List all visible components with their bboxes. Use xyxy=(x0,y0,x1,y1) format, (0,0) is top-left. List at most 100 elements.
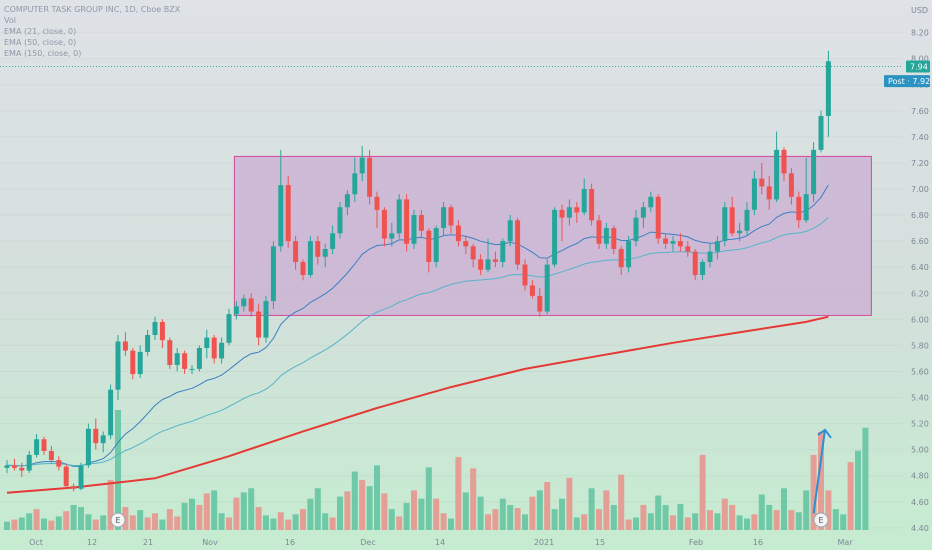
volume-bar-59 xyxy=(440,513,447,530)
volume-bar-29 xyxy=(218,513,225,530)
volume-bar-93 xyxy=(692,513,699,530)
candle-body-46 xyxy=(344,194,350,208)
volume-bar-24 xyxy=(181,502,188,530)
price-tick-17: 4.80 xyxy=(911,472,929,481)
price-tick-3: 7.60 xyxy=(911,107,929,116)
candle-43 xyxy=(322,243,328,268)
volume-bar-75 xyxy=(559,498,565,530)
candle-body-68 xyxy=(507,220,513,242)
volume-bar-22 xyxy=(166,509,173,530)
candle-body-96 xyxy=(714,241,720,252)
candle-body-69 xyxy=(515,220,521,265)
candle-body-75 xyxy=(559,209,565,218)
price-tick-19: 4.40 xyxy=(911,524,929,533)
volume-bar-68 xyxy=(507,504,514,530)
price-tick-7: 6.80 xyxy=(911,211,929,220)
volume-bar-19 xyxy=(144,517,151,530)
volume-bar-25 xyxy=(189,498,195,530)
legend-ema150[interactable]: EMA (150, close, 0) xyxy=(4,49,82,58)
candle-body-64 xyxy=(478,259,484,270)
volume-bar-90 xyxy=(670,515,676,530)
candle-92 xyxy=(685,241,691,257)
candle-86 xyxy=(640,202,646,229)
candle-body-16 xyxy=(122,341,128,351)
volume-bar-71 xyxy=(529,496,536,530)
candle-48 xyxy=(359,145,365,182)
volume-bar-52 xyxy=(388,509,395,530)
candle-105 xyxy=(781,147,787,182)
price-tick-9: 6.40 xyxy=(911,263,929,272)
price-tick-6: 7.00 xyxy=(911,185,929,194)
candle-body-95 xyxy=(707,251,713,262)
legend-ema21[interactable]: EMA (21, close, 0) xyxy=(4,27,77,36)
candle-51 xyxy=(381,207,387,247)
candle-body-26 xyxy=(196,348,202,369)
legend-ema50[interactable]: EMA (50, close, 0) xyxy=(4,38,77,47)
candle-24 xyxy=(182,350,188,375)
volume-bar-115 xyxy=(855,450,861,530)
volume-bar-113 xyxy=(840,514,847,530)
candle-body-82 xyxy=(611,228,617,249)
volume-bar-67 xyxy=(499,498,506,530)
candle-87 xyxy=(648,191,654,213)
candle-body-12 xyxy=(93,428,99,444)
volume-bar-96 xyxy=(714,513,721,530)
candle-body-47 xyxy=(352,173,358,195)
candle-73 xyxy=(544,259,550,315)
candle-27 xyxy=(204,329,210,359)
candle-82 xyxy=(611,225,617,255)
price-axis[interactable]: 8.208.007.807.607.407.207.006.806.606.40… xyxy=(911,29,929,533)
legend-symbol[interactable]: COMPUTER TASK GROUP INC, 1D, Cboe BZX xyxy=(4,5,181,14)
volume-bar-98 xyxy=(729,504,736,530)
candle-body-32 xyxy=(241,298,247,307)
last-price-tag-text: 7.94 xyxy=(910,62,928,71)
volume-bar-55 xyxy=(411,490,417,530)
volume-bar-78 xyxy=(581,514,588,530)
volume-bar-54 xyxy=(403,502,410,530)
volume-trend-arrow xyxy=(812,428,832,514)
candle-55 xyxy=(411,209,417,249)
candle-body-55 xyxy=(411,215,417,244)
legend-volume[interactable]: Vol xyxy=(4,16,16,25)
chart-legend: COMPUTER TASK GROUP INC, 1D, Cboe BZX Vo… xyxy=(4,4,180,59)
volume-bar-111 xyxy=(825,490,832,530)
candle-body-74 xyxy=(552,209,558,265)
volume-bar-65 xyxy=(485,514,491,530)
time-axis[interactable]: Oct 12 21 Nov 16 Dec 14 2021 15 Feb 16 Mar xyxy=(29,538,853,547)
candle-44 xyxy=(330,225,336,255)
ema50-line xyxy=(6,217,829,467)
candle-body-103 xyxy=(766,186,772,200)
candle-71 xyxy=(529,280,535,299)
candle-56 xyxy=(418,209,424,239)
candle-70 xyxy=(522,259,528,291)
candle-body-94 xyxy=(700,261,706,276)
candle-body-31 xyxy=(233,306,239,315)
candle-body-10 xyxy=(78,465,84,489)
candle-108 xyxy=(803,157,809,223)
time-tick-4: 16 xyxy=(285,538,295,547)
volume-bar-2 xyxy=(18,517,25,530)
volume-bar-33 xyxy=(248,488,255,530)
volume-bar-9 xyxy=(70,504,77,530)
volume-bar-35 xyxy=(263,515,269,530)
volume-bar-61 xyxy=(455,456,462,530)
volume-bar-104 xyxy=(773,510,780,530)
candle-body-50 xyxy=(374,196,380,210)
candle-38 xyxy=(285,175,291,248)
candle-body-9 xyxy=(71,486,77,489)
volume-bar-8 xyxy=(63,511,70,530)
candle-2 xyxy=(19,462,25,478)
volume-bar-6 xyxy=(48,520,55,530)
candle-body-42 xyxy=(315,241,321,257)
last-price-tag xyxy=(906,60,930,73)
volume-bar-51 xyxy=(381,493,388,530)
volume-bar-73 xyxy=(544,482,551,530)
volume-bar-15 xyxy=(115,410,121,530)
volume-bar-86 xyxy=(640,504,647,530)
candle-110 xyxy=(818,110,824,153)
candle-37 xyxy=(278,149,284,252)
volume-bar-95 xyxy=(707,510,713,530)
candle-109 xyxy=(811,142,817,203)
candle-body-78 xyxy=(581,188,587,213)
